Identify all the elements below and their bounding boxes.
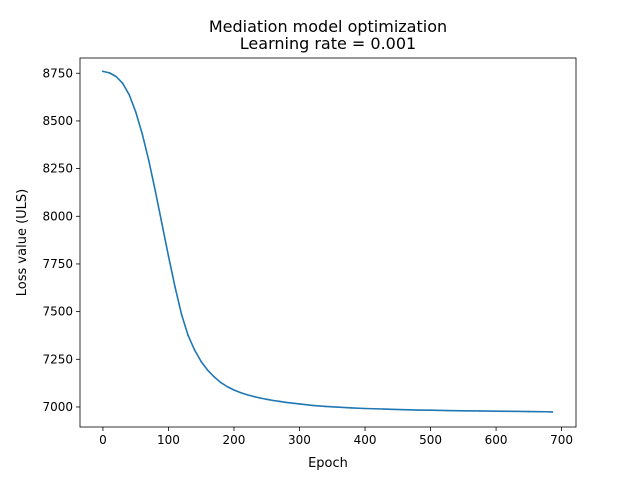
data-point (128, 93, 130, 96)
x-tick-label: 200 (223, 433, 246, 447)
data-point (134, 110, 137, 113)
plot-frame (79, 57, 577, 428)
data-point (416, 409, 419, 411)
data-point (102, 70, 104, 73)
data-point (285, 401, 288, 404)
data-point (161, 222, 163, 225)
y-tick-label: 7500 (42, 305, 73, 319)
data-point (141, 133, 144, 135)
x-tick-label: 0 (99, 433, 107, 447)
data-point (390, 408, 393, 411)
data-point (115, 75, 117, 78)
y-tick-label: 7750 (42, 257, 73, 271)
data-point (324, 405, 327, 408)
y-axis-ticks: 7000 7250 7500 7750 8000 8250 8500 8750 (42, 66, 80, 414)
x-tick-label: 500 (419, 433, 442, 447)
data-point (148, 159, 150, 162)
data-point (233, 389, 235, 391)
data-point (220, 381, 222, 384)
data-point (226, 385, 229, 388)
data-point (154, 190, 157, 192)
y-tick-label: 8250 (42, 162, 73, 176)
y-tick-label: 8750 (42, 66, 73, 80)
chart-title: Mediation model optimization (209, 17, 447, 36)
data-point (298, 403, 301, 405)
chart-subtitle: Learning rate = 0.001 (240, 34, 416, 53)
data-point (364, 407, 366, 410)
data-point (462, 409, 465, 412)
x-tick-label: 700 (550, 433, 573, 447)
data-point (252, 395, 255, 398)
data-point (213, 376, 216, 378)
y-tick-label: 7000 (42, 400, 73, 414)
data-point (528, 410, 530, 413)
data-point (272, 399, 275, 402)
x-tick-label: 400 (354, 433, 377, 447)
data-point (180, 313, 183, 316)
data-point (193, 349, 196, 351)
data-point (108, 72, 111, 74)
data-point (279, 400, 281, 403)
data-point (174, 286, 176, 288)
data-point (544, 410, 546, 413)
data-point (187, 334, 189, 337)
data-point (338, 406, 340, 408)
data-point (429, 409, 432, 412)
data-points (102, 70, 554, 413)
data-point (259, 397, 261, 399)
data-point (446, 409, 448, 412)
y-axis-label: Loss value (ULS) (15, 189, 30, 296)
y-tick-label: 7250 (42, 352, 73, 366)
data-point (292, 402, 294, 404)
data-point (495, 410, 497, 412)
y-tick-label: 8000 (42, 209, 73, 223)
x-tick-label: 300 (288, 433, 311, 447)
data-point (478, 410, 481, 412)
data-point (121, 82, 124, 84)
data-point (551, 411, 554, 413)
data-point (206, 369, 209, 372)
data-point (511, 410, 514, 413)
data-point (246, 393, 248, 396)
data-point (403, 408, 406, 411)
plot-area (102, 70, 554, 413)
x-axis-ticks: 0 100 200 300 400 500 600 700 (99, 427, 573, 447)
data-point (377, 408, 379, 410)
data-point (239, 391, 242, 394)
y-tick-label: 8500 (42, 114, 73, 128)
data-point (167, 255, 170, 257)
data-point (200, 360, 203, 363)
data-point (311, 404, 314, 407)
x-tick-label: 600 (485, 433, 508, 447)
data-point (265, 398, 268, 401)
x-axis-label: Epoch (308, 456, 348, 471)
data-point (351, 407, 353, 409)
x-tick-label: 100 (157, 433, 180, 447)
